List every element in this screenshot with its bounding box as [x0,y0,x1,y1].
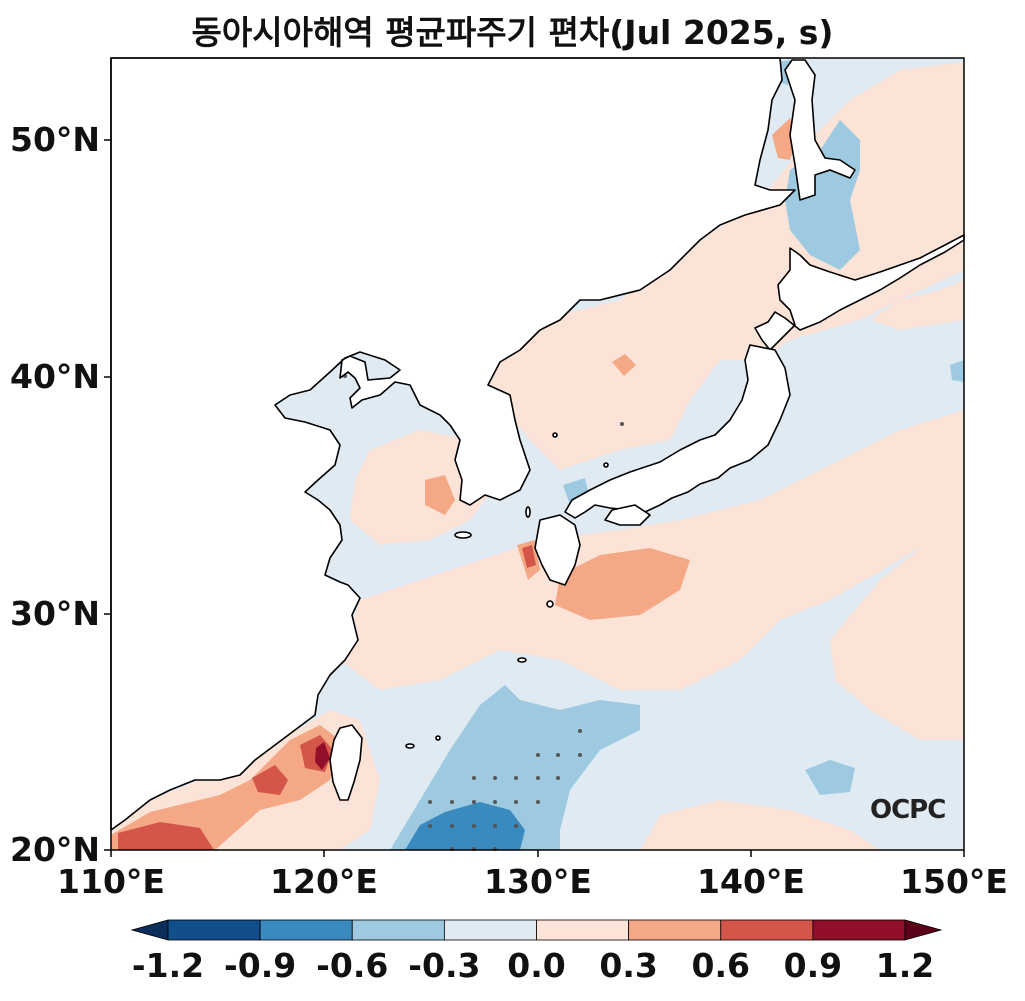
colorbar [130,919,943,941]
jeju-island [454,531,472,539]
hokkaido [754,234,965,351]
colorbar-segment [628,919,722,941]
colorbar-segment [351,919,445,941]
colorbar-extend-low [130,919,169,941]
ocpc-logo: OCPC [870,795,946,825]
anomaly-negative-south [390,685,640,850]
honshu [564,344,791,519]
colorbar-segment [443,919,537,941]
lat-label-20: 20°N [10,830,101,869]
anomaly-strong-south [118,822,214,850]
colorbar-segment [720,919,814,941]
land [110,57,965,831]
lon-label-120: 120°E [270,862,378,901]
ryukyu-island-3 [405,743,415,749]
anomaly-positive-southeast [640,800,880,850]
ryukyu-island-2 [435,735,441,741]
anomaly-negative-pacific-edge [950,360,964,382]
dokdo-island [603,462,609,468]
colorbar-tick-label: 0.0 [507,946,566,985]
kyushu [534,514,581,586]
colorbar-tick-label: -0.6 [316,946,389,985]
anomaly-strong-guangdong [252,765,288,795]
colorbar-segment [167,919,261,941]
lon-label-130: 130°E [484,862,592,901]
colorbar-segment [536,919,630,941]
lat-label-50: 50°N [10,120,101,159]
colorbar-segment [259,919,353,941]
anomaly-moderate-taiwan [111,725,340,850]
lat-label-30: 30°N [10,594,101,633]
colorbar-tick-label: -0.9 [224,946,297,985]
ryukyu-island-1 [517,657,527,663]
chart-title: 동아시아해역 평균파주기 편차(Jul 2025, s) [191,13,834,52]
anomaly-negative-okhotsk [785,120,860,270]
lat-label-40: 40°N [10,357,101,396]
colorbar-tick-label: -1.2 [131,946,205,985]
lon-label-110: 110°E [57,862,165,901]
colorbar-tick-label: -0.3 [408,946,481,985]
colorbar-tick-label: 1.2 [875,946,935,985]
anomaly-moderate-yellowsea [425,475,455,515]
colorbar-tick-label: 0.3 [599,946,658,985]
lon-label-140: 140°E [697,862,805,901]
sakhalin [784,59,856,201]
anomaly-positive-northwest [870,280,964,330]
tsushima-island [525,506,531,518]
anomaly-moderate-spot [612,354,636,376]
colorbar-tick-label: 0.9 [783,946,843,985]
taiwan [329,724,363,801]
colorbar-extend-high [904,919,943,941]
mainland-asia [110,57,796,831]
lon-label-150: 150°E [900,862,1008,901]
yakushima-island [546,600,554,608]
ulleung-island [552,432,558,438]
colorbar-segment [812,919,906,941]
anomaly-negative-east [805,760,855,795]
anomaly-very-strong [315,742,330,770]
tick-marks [104,139,965,857]
anomaly-strong-kyushu [522,545,536,568]
anomaly-moderate-negative-south [405,802,525,850]
colorbar-tick-label: 0.6 [691,946,750,985]
anomaly-moderate-kyushu [555,548,690,620]
shikoku [604,504,651,526]
anomaly-positive-east [830,520,964,740]
